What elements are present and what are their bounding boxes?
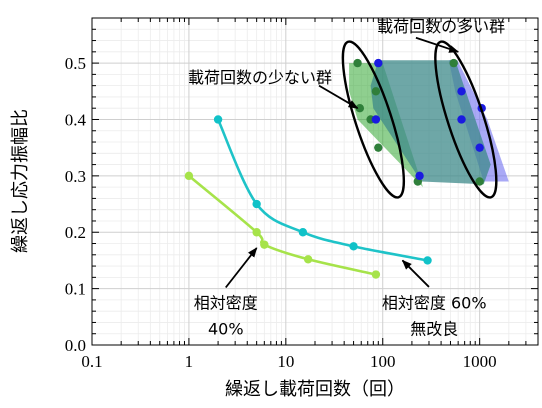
annotation-text: 相対密度 60% — [382, 293, 487, 312]
annotation-text: 載荷回数の多い群 — [377, 17, 505, 36]
x-tick-label: 1 — [185, 352, 194, 371]
y-axis-label: 繰返し応力振幅比 — [10, 109, 31, 253]
data-point — [423, 256, 432, 265]
annotation-arrow — [318, 84, 359, 109]
data-point — [475, 177, 484, 186]
data-point — [457, 87, 466, 96]
data-point — [475, 143, 484, 152]
group-ellipse — [434, 40, 498, 199]
data-point — [374, 143, 383, 152]
x-tick-label: 10 — [277, 352, 294, 371]
annotation-text: 載荷回数の少ない群 — [188, 68, 332, 87]
group-ellipse — [341, 40, 406, 199]
annotation-text: 40% — [208, 319, 244, 338]
x-axis-label: 繰返し載荷回数（回） — [225, 379, 405, 400]
x-tick-label: 0.1 — [81, 352, 102, 371]
axis-ticks — [91, 17, 539, 346]
y-tick-label: 0.4 — [65, 110, 87, 129]
data-points — [184, 58, 486, 279]
data-point — [252, 228, 261, 237]
data-point — [349, 242, 358, 251]
x-tick-label: 1000 — [463, 352, 497, 371]
data-point — [252, 199, 261, 209]
major-grid — [91, 18, 538, 346]
data-point — [184, 171, 194, 181]
data-point — [457, 115, 466, 124]
annotation-text: 相対密度 — [194, 293, 258, 312]
annotation-arrow — [401, 259, 430, 288]
y-tick-label: 0.5 — [65, 54, 86, 73]
data-point — [371, 87, 381, 96]
y-tick-label: 0.1 — [65, 280, 86, 299]
data-point — [260, 240, 269, 249]
data-point — [213, 115, 223, 124]
data-point — [371, 270, 381, 279]
data-point — [298, 228, 308, 237]
y-tick-label: 0.3 — [65, 167, 86, 186]
data-point — [353, 58, 362, 68]
y-tick-label: 0.0 — [65, 336, 86, 355]
data-point — [374, 58, 383, 68]
y-tick-label: 0.2 — [65, 223, 86, 242]
x-tick-label: 100 — [370, 352, 396, 371]
data-point — [449, 58, 458, 68]
data-point — [303, 255, 313, 264]
annotation-arrow — [415, 36, 460, 53]
data-point — [415, 171, 424, 181]
data-point — [371, 115, 381, 124]
annotation-text: 無改良 — [410, 319, 458, 338]
group-ellipses — [341, 40, 498, 199]
annotation-arrow — [225, 247, 258, 289]
